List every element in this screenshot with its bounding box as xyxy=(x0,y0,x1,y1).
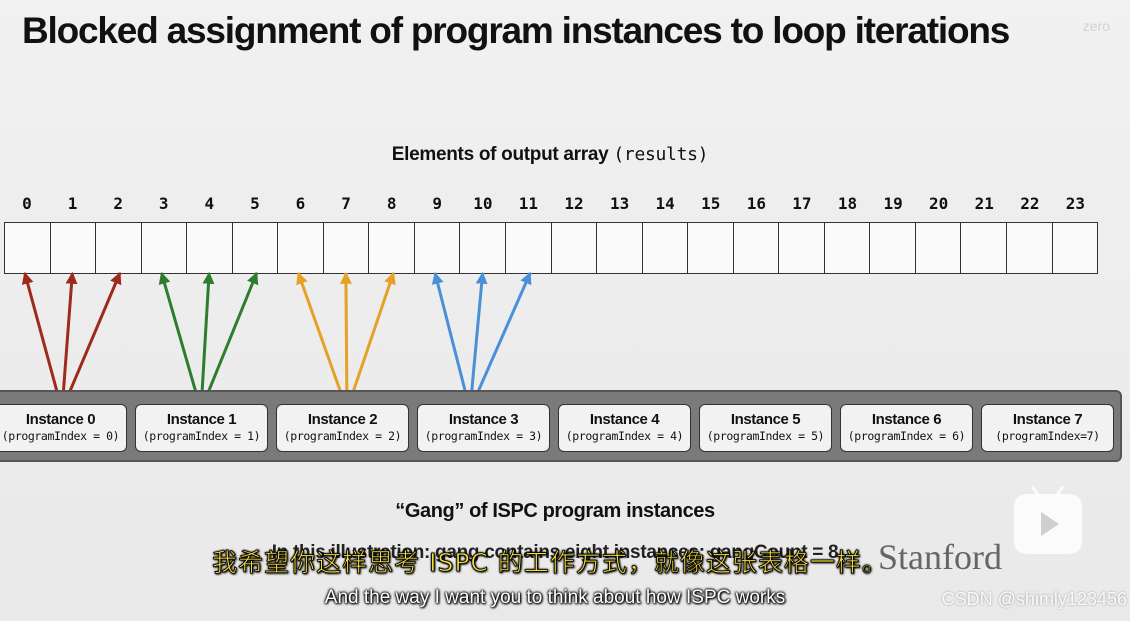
array-index-label: 16 xyxy=(746,194,766,213)
assignment-arrow xyxy=(296,271,349,411)
array-index-label: 12 xyxy=(564,194,584,213)
array-cell xyxy=(550,222,597,274)
assignment-arrow xyxy=(60,271,78,411)
csdn-watermark: CSDN @shimly123456 xyxy=(941,589,1127,609)
subtitle-chinese: 我希望你这样思考 ISPC 的工作方式，就像这张表格一样。 xyxy=(212,548,888,578)
array-index-label: 22 xyxy=(1020,194,1040,213)
instance-name: Instance 4 xyxy=(589,411,660,428)
array-cell xyxy=(732,222,779,274)
instance-name: Instance 3 xyxy=(448,411,519,428)
assignment-arrow xyxy=(60,271,122,411)
array-index-labels: 0 1 2 3 4 5 6 7 8 9 10 11 12 13 14 15 16 17 18 19 20 21 22 23 xyxy=(4,194,1098,216)
array-index-label: 14 xyxy=(655,194,675,213)
array-cell xyxy=(322,222,369,274)
array-index-label: 6 xyxy=(295,194,306,213)
slide-title: Blocked assignment of program instances … xyxy=(22,10,1010,51)
instance-name: Instance 0 xyxy=(25,411,96,428)
array-index-label: 8 xyxy=(386,194,397,213)
assignment-arrow xyxy=(199,271,215,411)
program-instance: Instance 3 (programIndex = 3) xyxy=(417,404,550,452)
play-icon xyxy=(1041,512,1059,536)
array-cell xyxy=(914,222,961,274)
program-instance: Instance 7 (programIndex=7) xyxy=(981,404,1114,452)
gang-note: In this illustration: gang contains eigh… xyxy=(271,542,839,563)
array-index-label: 21 xyxy=(974,194,994,213)
array-index-label: 19 xyxy=(883,194,903,213)
output-array xyxy=(4,222,1099,274)
array-cell xyxy=(1006,222,1052,274)
program-instance: Instance 4 (programIndex = 4) xyxy=(558,404,691,452)
instance-program-index: (programIndex = 3) xyxy=(424,429,543,443)
array-cell xyxy=(1051,222,1099,274)
array-cell xyxy=(505,222,551,274)
array-index-label: 20 xyxy=(929,194,949,213)
program-instance: Instance 2 (programIndex = 2) xyxy=(276,404,409,452)
array-cell xyxy=(960,222,1007,274)
assignment-arrow xyxy=(21,271,64,411)
array-index-label: 13 xyxy=(609,194,630,213)
array-index-label: 11 xyxy=(518,194,539,213)
video-play-button[interactable] xyxy=(1014,494,1082,554)
instance-program-index: (programIndex = 5) xyxy=(706,429,825,443)
instance-program-index: (programIndex = 4) xyxy=(565,429,684,443)
subtitle-english: And the way I want you to think about ho… xyxy=(324,587,786,608)
array-cell xyxy=(869,222,915,274)
array-cell xyxy=(277,222,323,274)
instance-program-index: (programIndex = 6) xyxy=(847,429,966,443)
program-instance: Instance 0 (programIndex = 0) xyxy=(0,404,127,452)
array-cell xyxy=(186,222,232,274)
array-caption: Elements of output array (results) xyxy=(0,144,1100,166)
instance-name: Instance 1 xyxy=(166,411,237,428)
array-cell xyxy=(459,222,506,274)
array-cell xyxy=(823,222,870,274)
assignment-arrow xyxy=(431,271,472,411)
array-index-label: 5 xyxy=(250,194,260,213)
array-index-label: 15 xyxy=(701,194,721,213)
instance-name: Instance 5 xyxy=(730,411,801,428)
array-index-label: 1 xyxy=(67,194,78,213)
instance-program-index: (programIndex=7) xyxy=(995,429,1100,443)
array-index-label: 23 xyxy=(1065,194,1086,213)
array-index-label: 17 xyxy=(792,194,812,213)
assignment-arrow xyxy=(158,271,203,411)
instance-name: Instance 2 xyxy=(307,411,378,428)
array-caption-text: Elements of output array xyxy=(391,144,614,165)
array-cell xyxy=(778,222,824,274)
array-cell xyxy=(687,222,733,274)
top-watermark: zero xyxy=(1082,18,1110,34)
array-index-label: 2 xyxy=(113,194,123,213)
instance-program-index: (programIndex = 1) xyxy=(142,429,261,443)
array-cell xyxy=(641,222,688,274)
instance-name: Instance 7 xyxy=(1012,411,1083,428)
assignment-arrow xyxy=(345,271,396,411)
array-index-label: 4 xyxy=(204,194,215,213)
array-cell xyxy=(4,222,50,274)
array-index-label: 0 xyxy=(22,194,32,213)
assignment-arrow xyxy=(199,271,259,411)
program-instance: Instance 5 (programIndex = 5) xyxy=(699,404,832,452)
instance-program-index: (programIndex = 2) xyxy=(283,429,402,443)
array-cell xyxy=(140,222,187,274)
array-index-label: 10 xyxy=(473,194,493,213)
array-index-label: 3 xyxy=(158,194,169,213)
program-instance: Instance 6 (programIndex = 6) xyxy=(840,404,973,452)
gang-caption: “Gang” of ISPC program instances xyxy=(395,500,715,522)
array-caption-code: (results) xyxy=(613,144,709,165)
program-instance: Instance 1 (programIndex = 1) xyxy=(135,404,268,452)
stanford-logo: Stanford xyxy=(878,537,1002,577)
array-index-label: 18 xyxy=(837,194,858,213)
array-cell xyxy=(596,222,642,274)
assignment-arrow xyxy=(468,271,532,411)
array-index-label: 7 xyxy=(341,194,351,213)
array-cell xyxy=(95,222,141,274)
instance-name: Instance 6 xyxy=(871,411,942,428)
assignment-arrow xyxy=(468,271,488,411)
array-index-label: 9 xyxy=(432,194,443,213)
array-cell xyxy=(413,222,460,274)
assignment-arrow xyxy=(339,271,352,411)
instance-program-index: (programIndex = 0) xyxy=(1,429,120,443)
